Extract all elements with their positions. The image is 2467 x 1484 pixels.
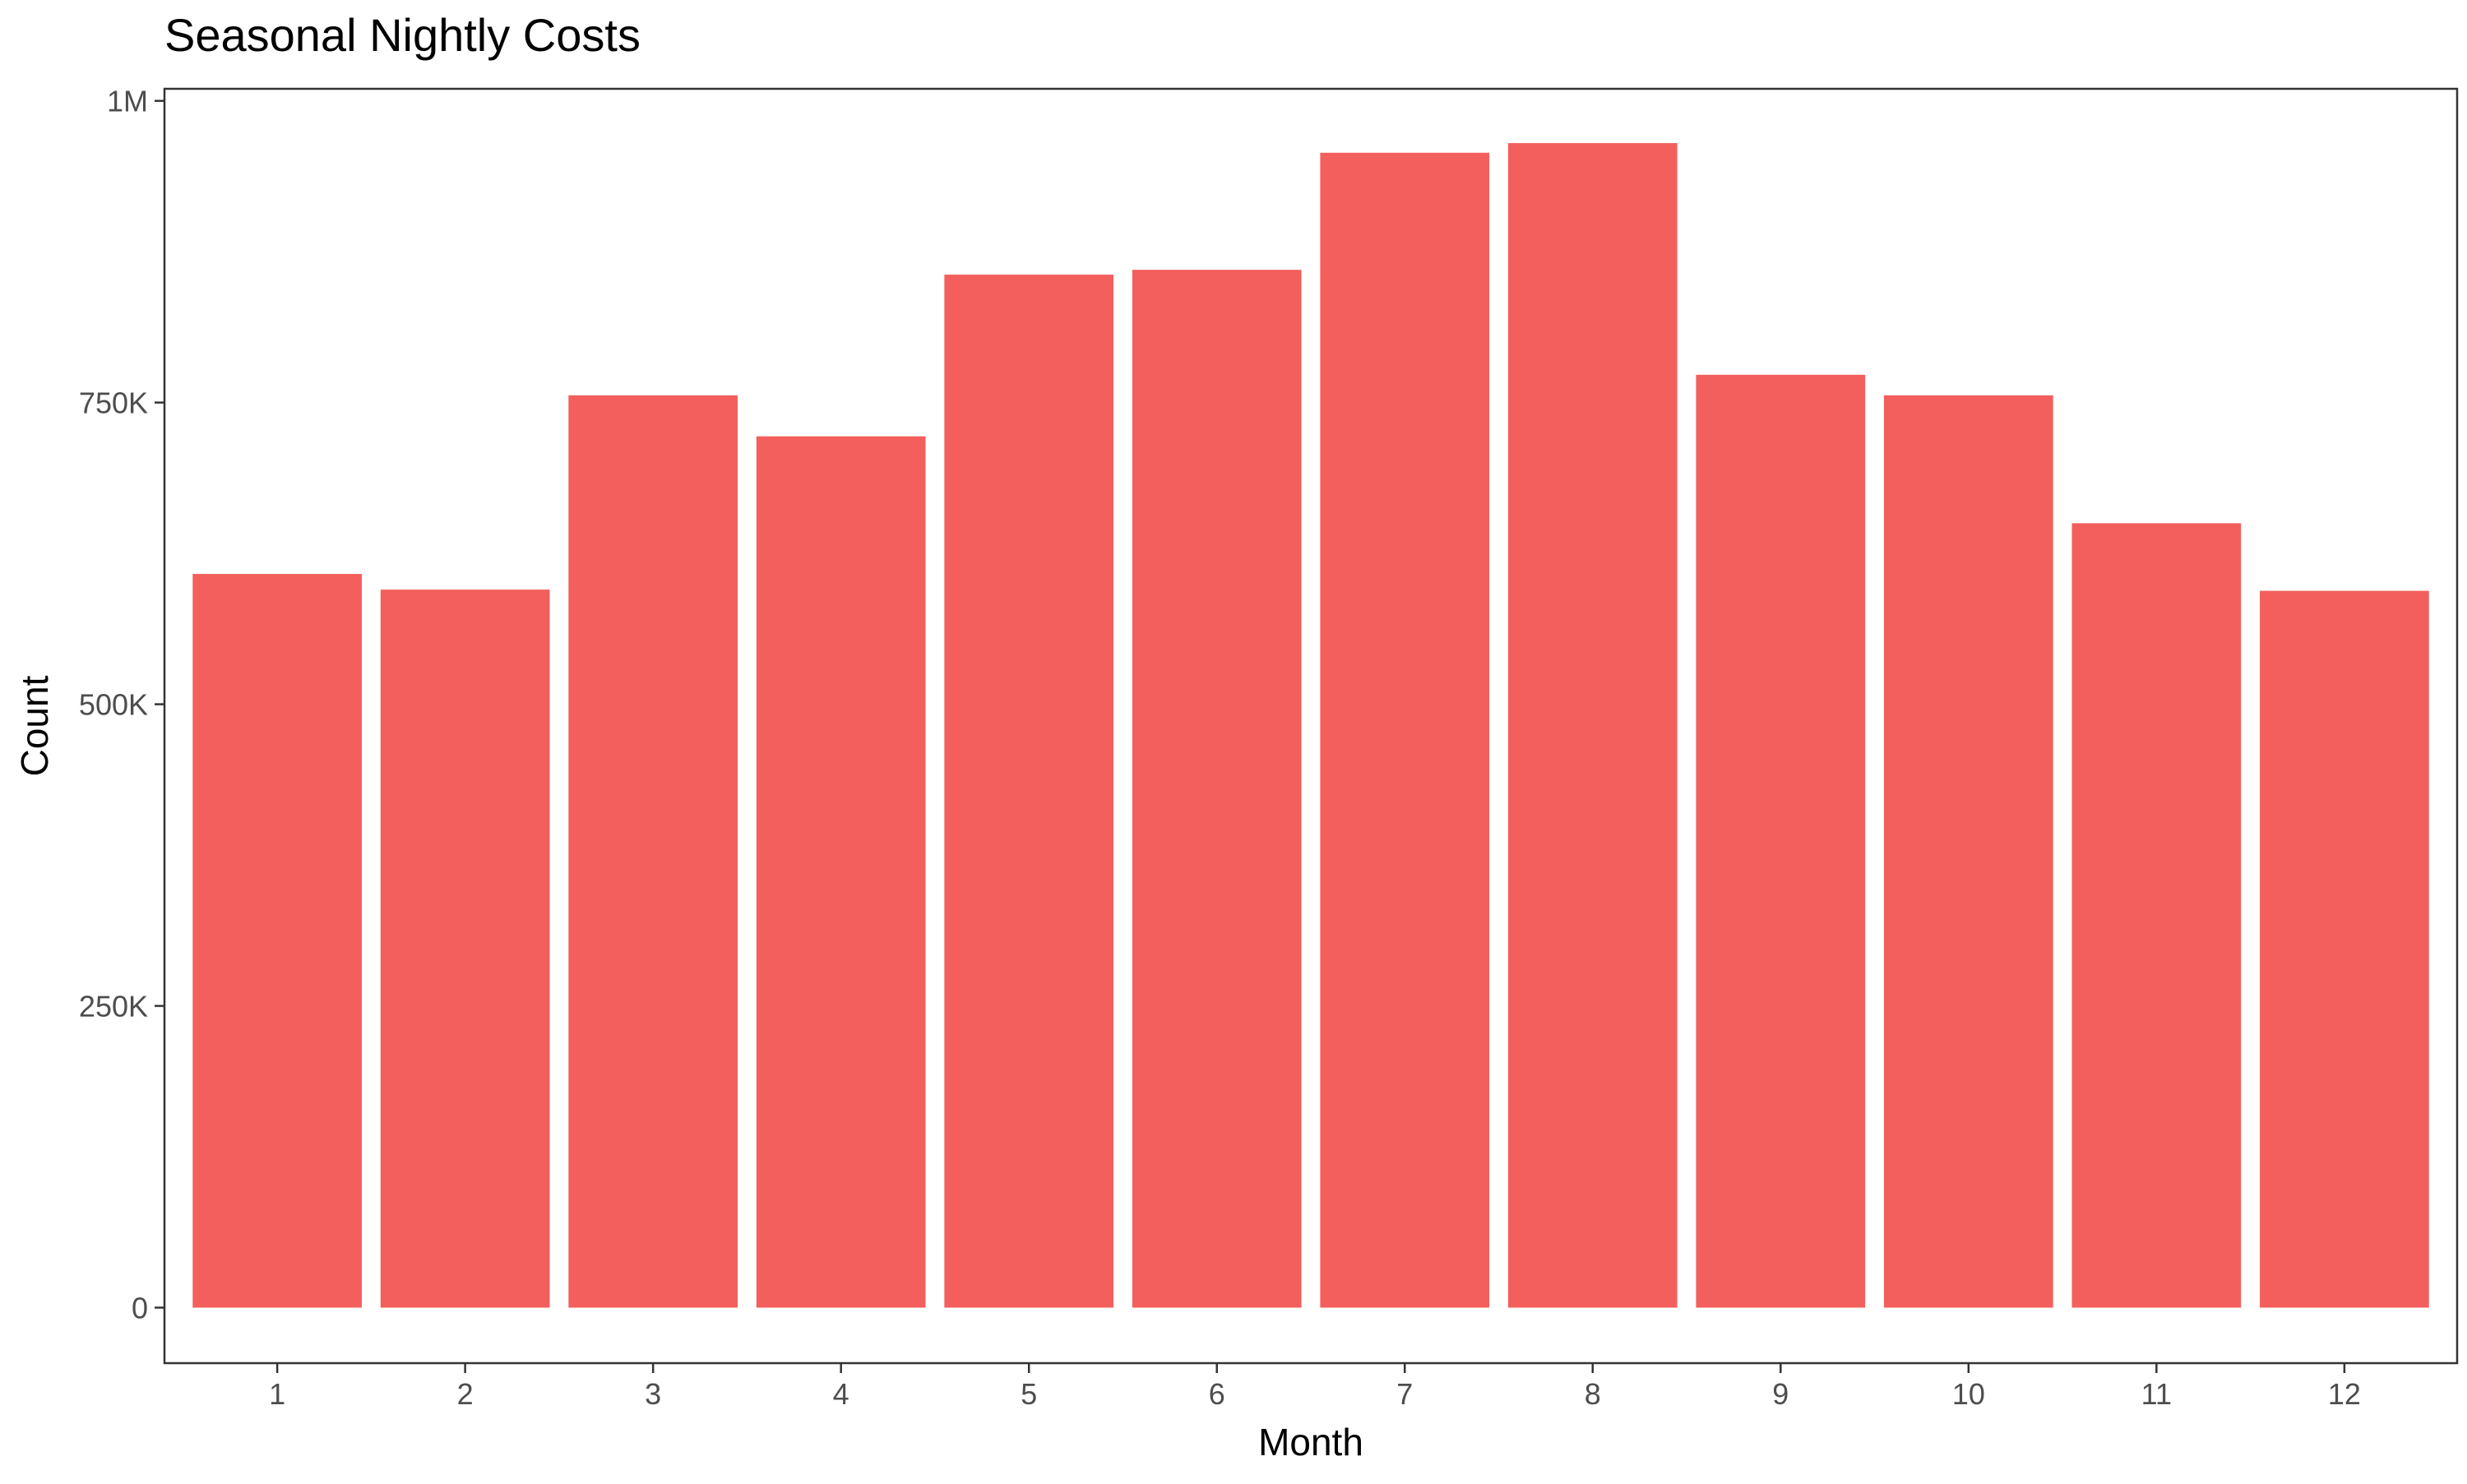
y-axis: 0 250K 500K 750K 1M [79,85,164,1325]
y-tick-label: 1M [107,85,148,118]
y-tick-label: 250K [79,990,148,1024]
x-tick-label: 6 [1209,1377,1225,1411]
y-tick-label: 750K [79,386,148,420]
y-tick-label: 0 [132,1291,148,1325]
x-tick-label: 12 [2328,1377,2361,1411]
bar-month-11 [2071,523,2242,1308]
bar-month-6 [1132,270,1302,1308]
bar-month-9 [1696,374,1866,1308]
x-tick-label: 4 [833,1377,849,1411]
x-tick-label: 11 [2141,1377,2172,1411]
y-tick-label: 500K [79,688,148,722]
bar-month-2 [380,589,550,1308]
bar-month-4 [756,436,926,1308]
bar-month-10 [1884,395,2053,1308]
bar-month-3 [568,395,738,1308]
bar-month-7 [1320,152,1490,1308]
bar-month-12 [2260,590,2429,1308]
x-tick-label: 10 [1952,1377,1985,1411]
x-axis-label: Month [1258,1421,1363,1463]
bar-month-8 [1507,143,1678,1308]
chart-title: Seasonal Nightly Costs [164,9,641,61]
y-axis-label: Count [13,675,56,776]
bars-layer [192,143,2429,1308]
x-tick-label: 9 [1772,1377,1789,1411]
x-axis: 1 2 3 4 5 6 7 8 9 10 11 12 [269,1363,2361,1411]
x-tick-label: 2 [457,1377,474,1411]
x-tick-label: 3 [645,1377,661,1411]
x-tick-label: 5 [1021,1377,1037,1411]
x-tick-label: 1 [269,1377,285,1411]
x-tick-label: 7 [1396,1377,1413,1411]
plot-frame [163,87,2459,1365]
bar-month-1 [192,574,362,1308]
bar-month-5 [944,275,1114,1308]
x-tick-label: 8 [1585,1377,1601,1411]
